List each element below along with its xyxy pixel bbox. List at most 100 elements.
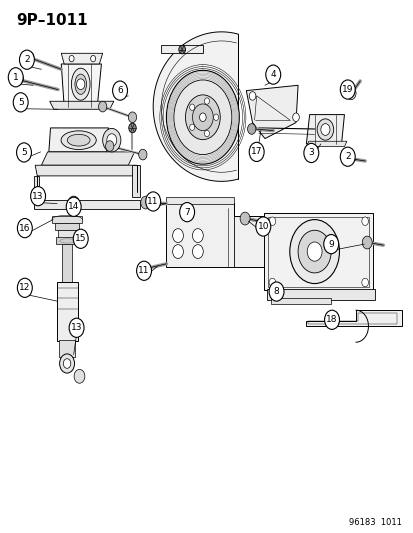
Text: 12: 12 <box>19 284 31 292</box>
Circle shape <box>204 130 209 136</box>
Circle shape <box>268 282 283 301</box>
Circle shape <box>172 245 183 259</box>
Circle shape <box>173 80 231 155</box>
Circle shape <box>265 65 280 84</box>
Circle shape <box>63 359 71 368</box>
Polygon shape <box>49 128 108 152</box>
Polygon shape <box>266 289 374 300</box>
Polygon shape <box>306 115 344 144</box>
Circle shape <box>292 113 299 122</box>
Text: 19: 19 <box>341 85 353 94</box>
Text: 17: 17 <box>250 148 262 156</box>
Ellipse shape <box>61 131 96 150</box>
Circle shape <box>249 92 255 100</box>
Text: 9P–1011: 9P–1011 <box>17 13 88 28</box>
Circle shape <box>74 369 85 383</box>
Circle shape <box>199 113 206 122</box>
Polygon shape <box>59 340 75 357</box>
Circle shape <box>297 230 330 273</box>
Text: 11: 11 <box>147 197 159 206</box>
Circle shape <box>192 229 203 243</box>
Circle shape <box>68 196 79 211</box>
Circle shape <box>112 81 127 100</box>
Text: 13: 13 <box>71 324 82 332</box>
Circle shape <box>339 147 354 166</box>
Circle shape <box>139 262 149 275</box>
Circle shape <box>16 74 24 84</box>
Circle shape <box>105 141 114 151</box>
Polygon shape <box>61 64 101 107</box>
Text: 2: 2 <box>344 152 350 161</box>
Circle shape <box>361 236 371 249</box>
Text: 8: 8 <box>273 287 279 296</box>
Circle shape <box>268 217 275 225</box>
Circle shape <box>320 124 329 135</box>
Circle shape <box>128 112 136 123</box>
Circle shape <box>102 128 121 152</box>
Polygon shape <box>35 165 136 176</box>
Text: 14: 14 <box>68 203 79 211</box>
Circle shape <box>145 192 160 211</box>
Circle shape <box>90 55 95 62</box>
Polygon shape <box>61 53 102 64</box>
Circle shape <box>189 124 194 131</box>
Polygon shape <box>41 152 134 165</box>
Polygon shape <box>50 101 114 109</box>
Polygon shape <box>165 203 264 266</box>
Circle shape <box>136 261 151 280</box>
Text: 3: 3 <box>308 149 313 157</box>
Text: 9: 9 <box>328 240 333 248</box>
Text: 1: 1 <box>13 73 19 82</box>
Polygon shape <box>132 165 140 197</box>
Circle shape <box>107 134 116 147</box>
Circle shape <box>247 124 255 134</box>
Circle shape <box>19 50 34 69</box>
Text: 96183  1011: 96183 1011 <box>348 518 401 527</box>
Circle shape <box>179 203 194 222</box>
Ellipse shape <box>75 74 86 94</box>
Circle shape <box>345 87 355 100</box>
Polygon shape <box>52 216 82 223</box>
Circle shape <box>189 104 194 110</box>
Text: 10: 10 <box>257 222 268 231</box>
Circle shape <box>339 80 354 99</box>
Polygon shape <box>306 141 346 147</box>
Circle shape <box>17 219 32 238</box>
Circle shape <box>185 95 220 140</box>
Ellipse shape <box>71 68 90 100</box>
Polygon shape <box>34 176 39 208</box>
Circle shape <box>138 149 147 160</box>
Text: 13: 13 <box>32 192 44 200</box>
Circle shape <box>323 235 338 254</box>
Circle shape <box>8 68 23 87</box>
Circle shape <box>204 98 209 104</box>
Text: 5: 5 <box>21 148 27 157</box>
Polygon shape <box>58 230 76 238</box>
Circle shape <box>98 101 107 112</box>
Circle shape <box>306 242 321 261</box>
Text: 2: 2 <box>24 55 30 64</box>
Circle shape <box>17 278 32 297</box>
Polygon shape <box>153 32 238 181</box>
Polygon shape <box>246 85 297 139</box>
Circle shape <box>69 318 84 337</box>
Circle shape <box>59 354 74 373</box>
Circle shape <box>192 245 203 259</box>
Circle shape <box>172 229 183 243</box>
Circle shape <box>213 114 218 120</box>
Circle shape <box>361 278 368 287</box>
Circle shape <box>289 220 339 284</box>
Circle shape <box>128 123 136 133</box>
Circle shape <box>344 152 354 165</box>
Text: 16: 16 <box>19 224 31 232</box>
Polygon shape <box>55 223 79 230</box>
Circle shape <box>31 187 45 206</box>
Polygon shape <box>306 310 401 326</box>
Circle shape <box>303 143 318 163</box>
Text: 7: 7 <box>184 208 190 216</box>
Circle shape <box>249 142 263 161</box>
Circle shape <box>76 79 85 90</box>
Polygon shape <box>56 237 78 244</box>
Ellipse shape <box>67 134 90 146</box>
Circle shape <box>13 93 28 112</box>
